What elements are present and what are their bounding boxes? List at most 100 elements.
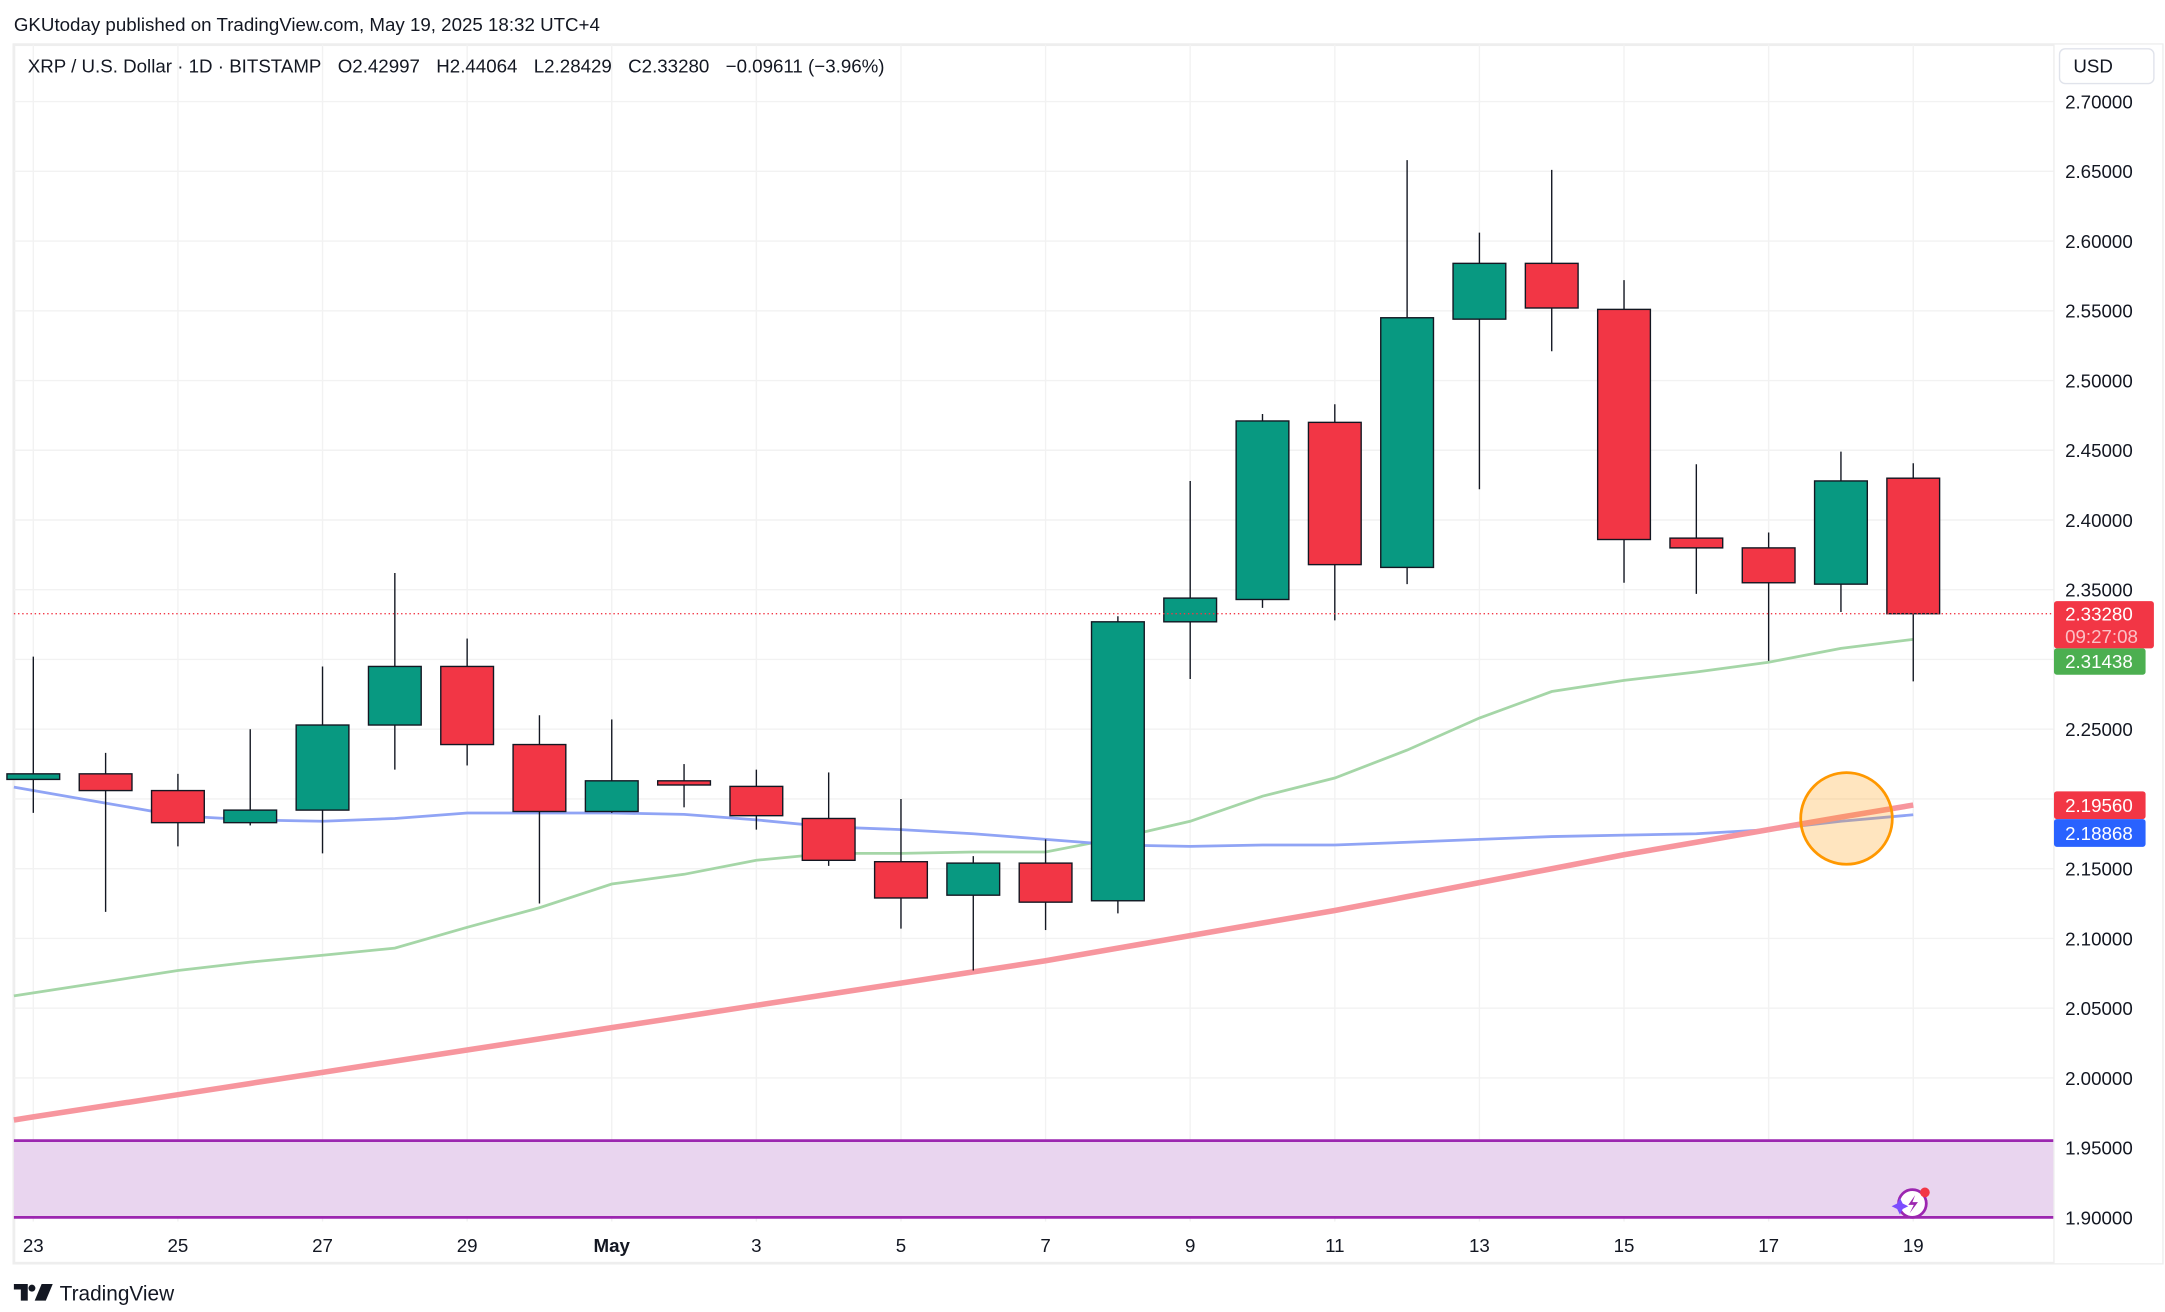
candles: [6, 160, 1941, 971]
publisher-line: GKUtoday published on TradingView.com, M…: [14, 14, 600, 35]
candle-body: [6, 773, 61, 781]
candle-body: [1380, 317, 1435, 569]
price-tick-label: 2.40000: [2065, 510, 2133, 531]
candle: [1886, 463, 1941, 682]
time-tick-label: 11: [1325, 1235, 1344, 1256]
candle: [440, 638, 495, 766]
candle-body: [150, 789, 205, 824]
price-tick-label: 2.70000: [2065, 92, 2133, 113]
last-price-badge: 2.33280: [2065, 604, 2133, 625]
time-tick-label: 29: [457, 1235, 478, 1256]
price-tick-label: 2.55000: [2065, 301, 2133, 322]
time-tick-label: 19: [1903, 1235, 1924, 1256]
time-tick-label: 9: [1185, 1235, 1195, 1256]
price-tick-label: 2.45000: [2065, 440, 2133, 461]
time-tick-label: 5: [896, 1235, 906, 1256]
candle-body: [1741, 547, 1796, 584]
candle-body: [801, 817, 856, 862]
candle-body: [1886, 477, 1941, 615]
blue-ma-badge: 2.18868: [2065, 823, 2133, 844]
candle-body: [656, 780, 712, 786]
red-ma-line: [13, 802, 1914, 1123]
moving-averages: [13, 637, 1914, 1123]
candle-body: [512, 743, 567, 813]
legend-change: −0.09611 (−3.96%): [726, 55, 885, 76]
time-tick-label: 17: [1758, 1235, 1779, 1256]
candle-body: [873, 861, 929, 899]
candle: [1452, 232, 1507, 490]
green-ma-badge: 2.31438: [2065, 651, 2133, 672]
red-ma-badge: 2.19560: [2065, 795, 2133, 816]
legend-high: H2.44064: [436, 55, 517, 76]
time-tick-label: 27: [312, 1235, 333, 1256]
price-tick-label: 2.65000: [2065, 161, 2133, 182]
time-tick-label: 13: [1469, 1235, 1490, 1256]
assistant-icon[interactable]: [1891, 1187, 1930, 1219]
candle: [1018, 839, 1073, 931]
price-tick-label: 2.25000: [2065, 719, 2133, 740]
price-tick-label: 2.35000: [2065, 580, 2133, 601]
time-tick-label: 25: [168, 1235, 189, 1256]
candle: [1813, 451, 1869, 613]
currency-button[interactable]: USD: [2058, 48, 2155, 85]
symbol-name: XRP / U.S. Dollar · 1D · BITSTAMP: [28, 55, 322, 76]
candle: [6, 656, 61, 813]
blue-ma-line: [13, 785, 1914, 848]
legend-close: C2.33280: [628, 55, 709, 76]
candle: [223, 729, 278, 826]
candle: [1380, 160, 1435, 585]
price-axis-labels: 2.70000 2.65000 2.60000 2.55000 2.50000 2.450…: [2065, 92, 2133, 1229]
price-badges: 2.33280 09:27:08 2.31438 2.19560 2.18868: [2053, 601, 2154, 847]
tradingview-logo[interactable]: TradingView: [13, 1283, 175, 1306]
chart-frame: [12, 43, 2164, 1265]
candle-body: [223, 809, 278, 824]
price-tick-label: 2.05000: [2065, 998, 2133, 1019]
time-tick-label: 15: [1614, 1235, 1635, 1256]
candle: [1741, 532, 1796, 661]
candle-body: [1163, 597, 1218, 623]
candle: [946, 856, 1001, 971]
candle: [1163, 480, 1218, 679]
candle-body: [78, 773, 133, 792]
price-tick-label: 1.95000: [2065, 1138, 2133, 1159]
candle-body: [729, 785, 784, 817]
candle-body: [1524, 262, 1579, 309]
candle: [512, 715, 567, 904]
candle: [873, 798, 929, 929]
candle: [1307, 404, 1362, 621]
price-tick-label: 2.60000: [2065, 231, 2133, 252]
candle: [656, 764, 712, 808]
time-tick-label: 7: [1040, 1235, 1050, 1256]
candle-body: [295, 724, 350, 811]
countdown-badge: 09:27:08: [2065, 626, 2138, 647]
candle-body: [1307, 421, 1362, 566]
price-tick-label: 2.50000: [2065, 370, 2133, 391]
candle: [1596, 280, 1652, 583]
candle-body: [1596, 308, 1652, 541]
symbol-legend: XRP / U.S. Dollar · 1D · BITSTAMP O2.429…: [28, 55, 885, 76]
candle-body: [584, 780, 639, 813]
time-axis-labels: 23 25 27 29 May 3 5 7 9 11 13 15 17 19: [23, 1235, 1924, 1256]
candle: [584, 719, 639, 813]
support-zone: [13, 1140, 2054, 1218]
svg-text:USD: USD: [2073, 55, 2113, 76]
legend-low: L2.28429: [534, 55, 612, 76]
candle: [295, 666, 350, 854]
candle-body: [1018, 862, 1073, 903]
candle: [801, 772, 856, 866]
price-tick-label: 1.90000: [2065, 1207, 2133, 1228]
highlight-circle: [1799, 771, 1894, 866]
time-tick-label: 23: [23, 1235, 44, 1256]
candle-body: [1235, 420, 1290, 601]
candle-body: [1090, 621, 1145, 902]
candle: [1669, 464, 1724, 594]
legend-open: O2.42997: [338, 55, 420, 76]
candle: [78, 752, 133, 912]
candle: [1524, 169, 1579, 352]
candle-body: [440, 665, 495, 746]
green-ma-line: [13, 637, 1914, 998]
candle-body: [1813, 480, 1869, 585]
candle: [1235, 413, 1290, 608]
candle: [729, 769, 784, 830]
